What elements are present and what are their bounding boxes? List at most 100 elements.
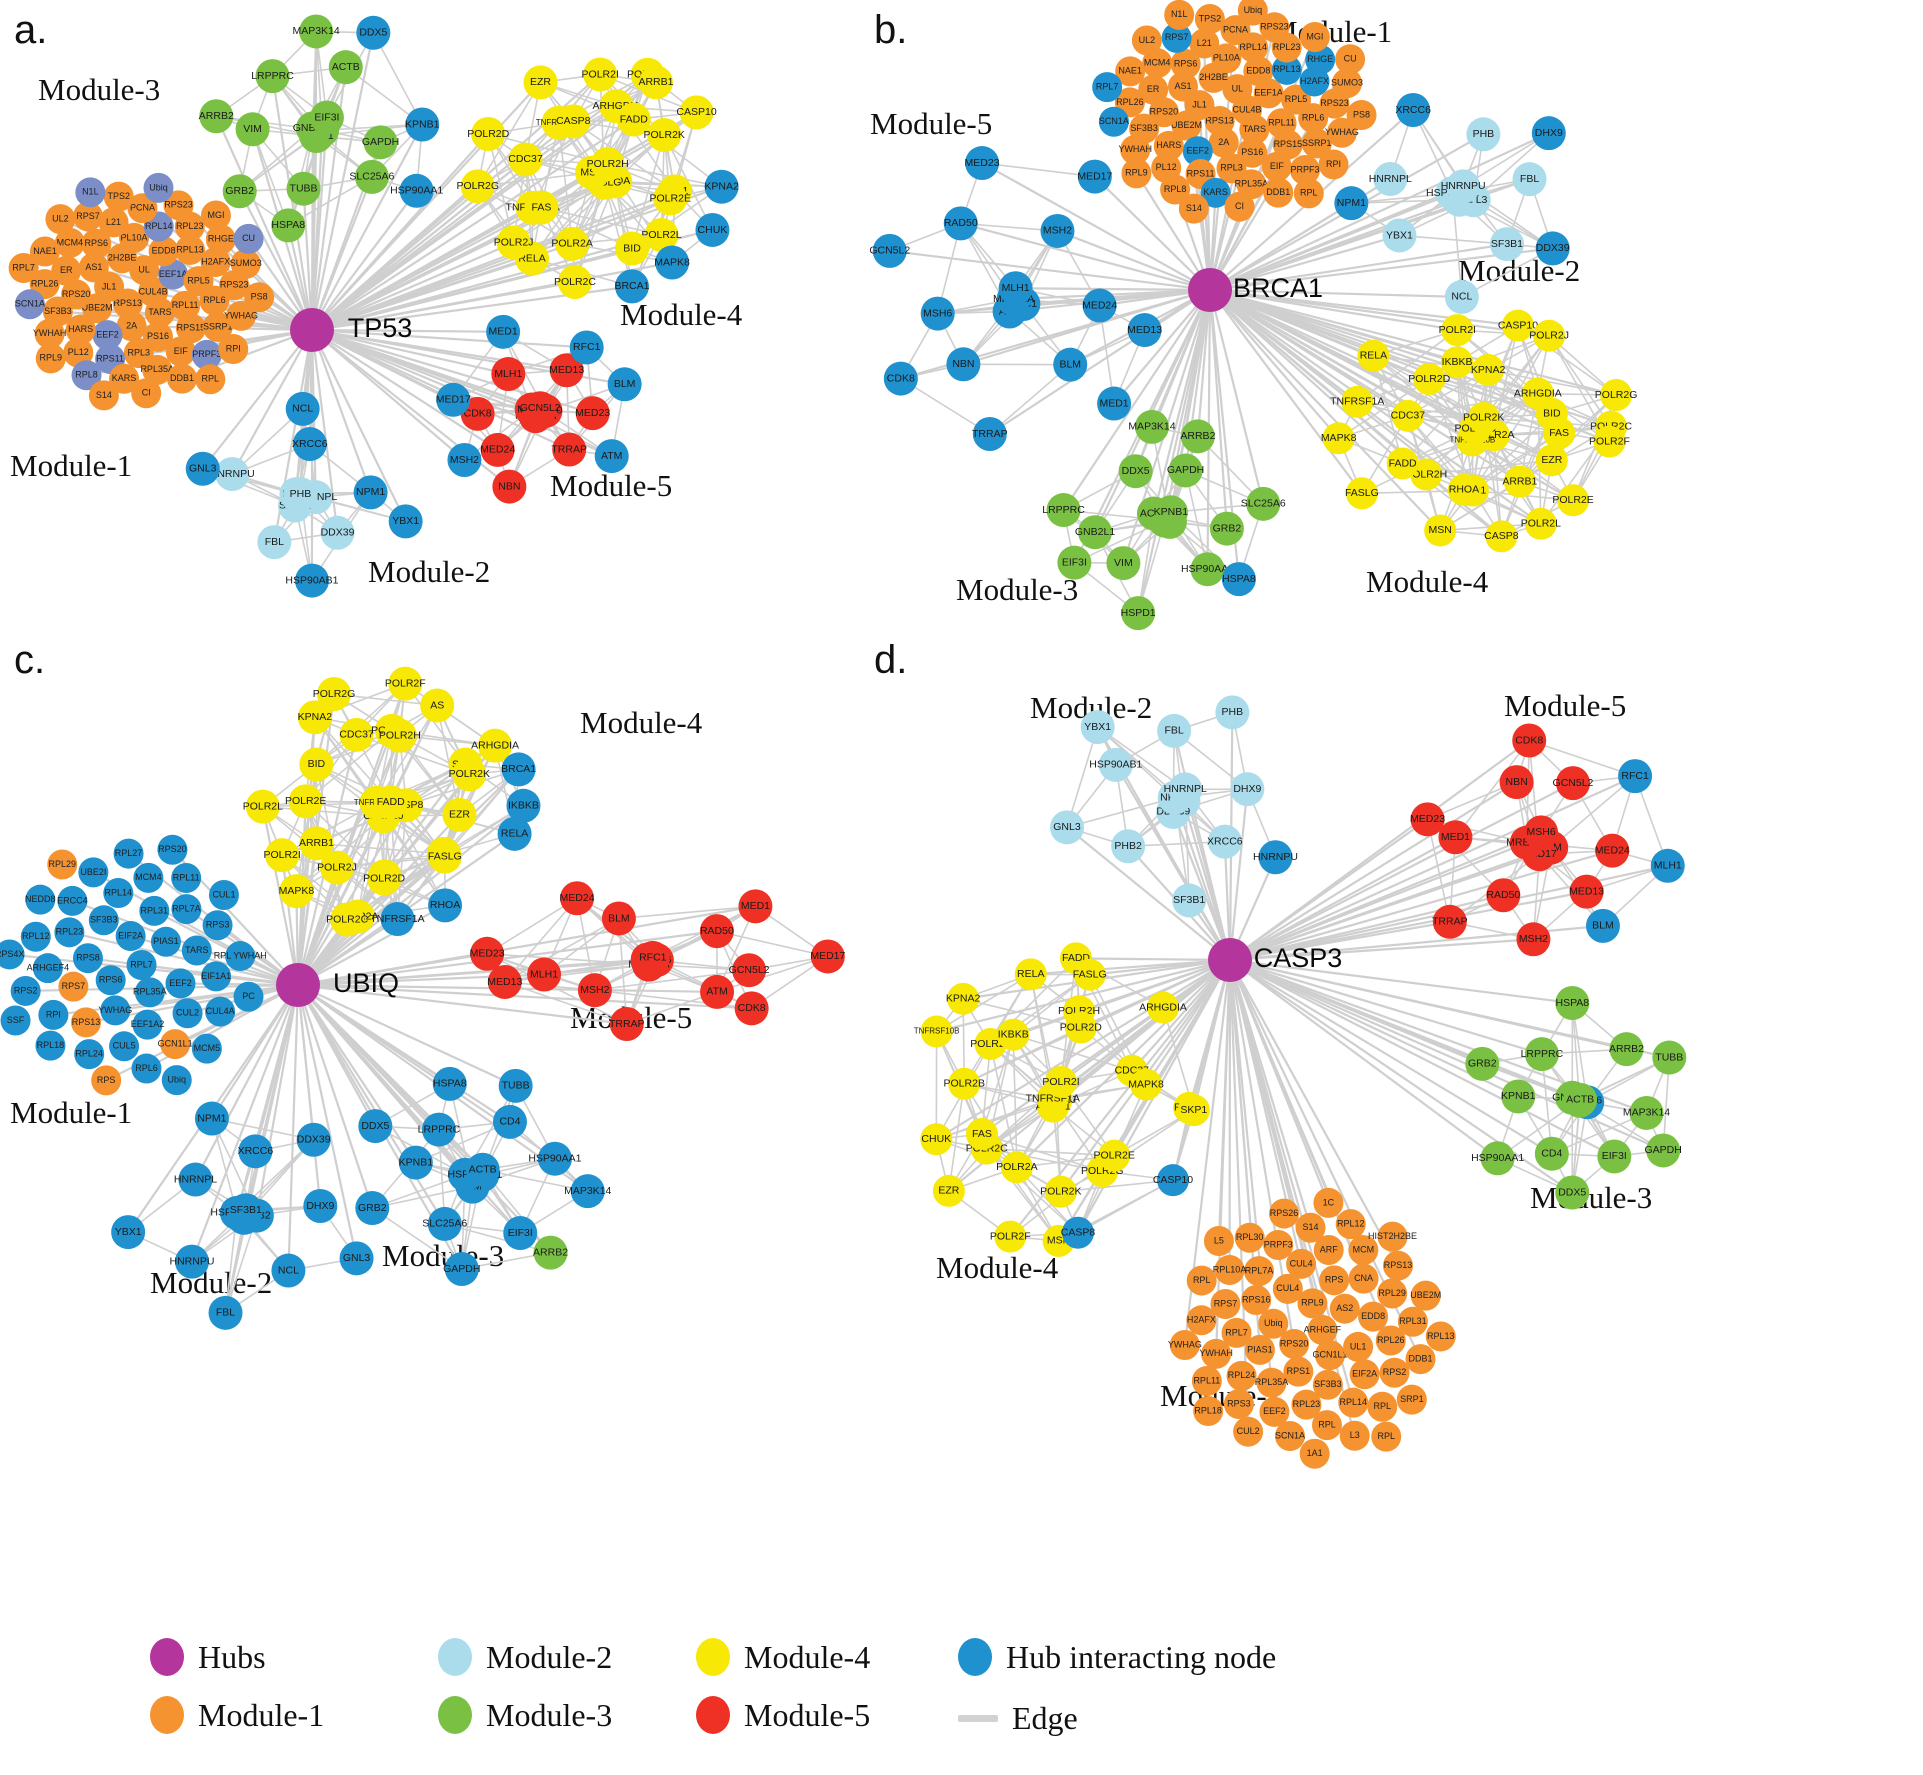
panel-c-m3-node-gapdh[interactable]: GAPDH: [443, 1252, 480, 1287]
panel-a-m4-node-fadd[interactable]: FADD: [616, 102, 651, 137]
panel-a-m2-node-fbl[interactable]: FBL: [257, 525, 292, 560]
panel-b-m1-blobnode-17[interactable]: RPS20: [1148, 97, 1179, 128]
panel-c-m5-node-rad50[interactable]: RAD50: [699, 914, 734, 949]
panel-b-m5-node-trrap[interactable]: TRRAP: [972, 416, 1008, 451]
panel-b-m4-node-rela[interactable]: RELA: [1357, 339, 1390, 372]
panel-a-m1-blobnode-50[interactable]: RPI: [218, 334, 249, 365]
panel-b-m1-blobnode-41[interactable]: RPS7: [1161, 22, 1192, 53]
panel-b-m1-blobnode-44[interactable]: RPS23: [1259, 12, 1290, 43]
panel-d-m1-blobnode-24[interactable]: RPL14: [1338, 1387, 1369, 1418]
panel-b-m3-node-eif3i[interactable]: EIF3I: [1057, 545, 1092, 580]
panel-a-m5-node-rfc1[interactable]: RFC1: [569, 330, 604, 365]
panel-c-m1-blobnode-28[interactable]: UBE2I: [78, 857, 109, 888]
panel-c-m1-blobnode-16[interactable]: CUL2: [172, 998, 203, 1029]
panel-b-m1-blobnode-6[interactable]: 2A: [1208, 127, 1239, 158]
panel-d-m1-blobnode-8[interactable]: UL1: [1343, 1331, 1374, 1362]
panel-a-m1-blobnode-29[interactable]: SSRP1: [202, 312, 233, 343]
panel-a-m5-node-trrap[interactable]: TRRAP: [551, 432, 587, 467]
panel-c-m4-node-as[interactable]: AS: [420, 688, 455, 723]
panel-b-m1-blobnode-25[interactable]: ER: [1138, 74, 1169, 105]
panel-d-m1-blobnode-40[interactable]: SCN1A: [1275, 1420, 1305, 1451]
panel-c-m5-node-med17[interactable]: MED17: [810, 939, 845, 974]
panel-c-m1-blobnode-36[interactable]: RPL27: [113, 838, 144, 869]
panel-a-m4-node-ezr[interactable]: EZR: [523, 65, 558, 100]
panel-b-m1-blobnode-32[interactable]: RPL35A: [1235, 169, 1269, 200]
panel-a-m1-blobnode-6[interactable]: 2A: [116, 311, 147, 342]
panel-d-m5-node-med24[interactable]: MED24: [1595, 833, 1630, 868]
panel-d-m2-node-hnrnpu[interactable]: HNRNPU: [1253, 840, 1298, 875]
panel-a-m1-blobnode-53[interactable]: CI: [131, 378, 162, 409]
panel-b-m1-blobnode-20[interactable]: RPS6: [1170, 49, 1201, 80]
panel-b-m3-node-hspa8[interactable]: HSPA8: [1221, 562, 1256, 597]
panel-d-m1-blobnode-19[interactable]: RPL23: [1291, 1389, 1322, 1420]
panel-d-m1-blobnode-51[interactable]: YWHAG: [1168, 1330, 1202, 1361]
panel-c-m3-node-ddx5[interactable]: DDX5: [358, 1109, 393, 1144]
panel-b-m4-node-msn[interactable]: MSN: [1424, 514, 1457, 547]
panel-c-m3-node-tubb[interactable]: TUBB: [498, 1068, 533, 1103]
panel-b-m3-node-vim[interactable]: VIM: [1106, 546, 1141, 581]
panel-a-m5-node-nbn[interactable]: NBN: [492, 469, 527, 504]
panel-a-m1-blobnode-18[interactable]: RPL13: [175, 234, 206, 265]
panel-b-m2-node-npm1[interactable]: NPM1: [1334, 186, 1369, 221]
panel-a-m5-node-blm[interactable]: BLM: [607, 367, 642, 402]
panel-a-m1-blobnode-48[interactable]: RPL8: [71, 360, 102, 391]
panel-b-m1-blobnode-53[interactable]: CI: [1224, 191, 1255, 222]
panel-b-m1-blobnode-49[interactable]: TPS2: [1194, 4, 1225, 35]
panel-c-m1-blobnode-8[interactable]: EEF2: [165, 968, 196, 999]
panel-d-m1-blobnode-9[interactable]: PIAS1: [1244, 1334, 1275, 1365]
panel-c-m4-node-fadd[interactable]: FADD: [373, 785, 408, 820]
panel-d-m4-node-kpna2[interactable]: KPNA2: [946, 982, 981, 1015]
panel-d-m1-blobnode-41[interactable]: RPL30: [1234, 1222, 1265, 1253]
panel-c-m1-blobnode-4[interactable]: RPS8: [72, 943, 103, 974]
panel-b-m2-node-ddx39[interactable]: DDX39: [1535, 231, 1570, 266]
panel-a-m3-node-kpnb1[interactable]: KPNB1: [405, 107, 440, 142]
panel-b-m1-blobnode-61[interactable]: S14: [1178, 193, 1209, 224]
panel-d-m3-node-actb[interactable]: ACTB: [1563, 1082, 1598, 1117]
panel-a-m1-blobnode-33[interactable]: MCM4: [54, 227, 85, 258]
panel-c-m1-blobnode-22[interactable]: RPI: [38, 999, 69, 1030]
panel-c-m4-node-faslg[interactable]: FASLG: [427, 839, 462, 874]
panel-d-m1-blobnode-34[interactable]: RPL31: [1397, 1306, 1428, 1337]
panel-d-m5-node-cdk8[interactable]: CDK8: [1512, 723, 1547, 758]
panel-a-m3-node-arrb2[interactable]: ARRB2: [199, 99, 234, 134]
panel-d-m1-blobnode-48[interactable]: CUL2: [1233, 1416, 1264, 1447]
panel-c-m1-blobnode-12[interactable]: RPL23: [54, 917, 85, 948]
panel-a-m2-node-hsp90ab1[interactable]: HSP90AB1: [285, 563, 339, 598]
panel-c-m3-node-actb[interactable]: ACTB: [465, 1152, 500, 1187]
panel-c-m5-node-blm[interactable]: BLM: [601, 901, 636, 936]
panel-b-m1-blobnode-51[interactable]: SCN1A: [1099, 106, 1129, 137]
panel-a-m2-node-phb[interactable]: PHB: [283, 477, 318, 512]
panel-c-m1-blobnode-2[interactable]: EIF2A: [115, 920, 146, 951]
panel-b-m3-node-slc25a6[interactable]: SLC25A6: [1241, 486, 1286, 521]
panel-c-m1-blobnode-24[interactable]: GCN1L1: [158, 1029, 193, 1060]
panel-b-m2-node-hnrnpl[interactable]: HNRNPL: [1369, 162, 1412, 197]
panel-b-m5-node-blm[interactable]: BLM: [1053, 347, 1088, 382]
panel-a-m1-blobnode-40[interactable]: KARS: [109, 363, 140, 394]
panel-a-m1-blobnode-56[interactable]: RPL9: [35, 343, 66, 374]
panel-a-m3-node-hsp90aa1[interactable]: HSP90AA1: [390, 173, 443, 208]
panel-c-m3-node-eif3i[interactable]: EIF3I: [503, 1216, 538, 1251]
panel-b-m1-blobnode-3[interactable]: TARS: [1239, 114, 1270, 145]
panel-d-m1-blobnode-26[interactable]: RPL29: [1377, 1278, 1408, 1309]
panel-b-m3-node-ddx5[interactable]: DDX5: [1118, 454, 1153, 489]
panel-a-m5-node-atm[interactable]: ATM: [594, 439, 629, 474]
panel-b-m1-blobnode-39[interactable]: RHGE: [1305, 44, 1336, 75]
panel-b-m1-blobnode-37[interactable]: PRPF3: [1289, 154, 1320, 185]
panel-a-m1-blobnode-39[interactable]: RHGE: [205, 224, 236, 255]
panel-b-m4-node-ezr[interactable]: EZR: [1535, 444, 1568, 477]
panel-a-m1-blobnode-44[interactable]: RPS23: [163, 190, 194, 221]
panel-a-m5-node-msh2[interactable]: MSH2: [447, 442, 482, 477]
panel-a-m3-node-vim[interactable]: VIM: [235, 112, 270, 147]
panel-b-m4-node-fas[interactable]: FAS: [1543, 417, 1576, 450]
panel-a-m1-blobnode-3[interactable]: TARS: [144, 297, 175, 328]
panel-d-m1-blobnode-36[interactable]: S14: [1295, 1212, 1326, 1243]
panel-d-m1-blobnode-20[interactable]: RPL7A: [1244, 1256, 1275, 1287]
panel-c-m5-node-gcn5l2[interactable]: GCN5L2: [729, 953, 770, 988]
panel-b-m4-node-fadd[interactable]: FADD: [1386, 447, 1419, 480]
panel-c-m1-blobnode-18[interactable]: RPL7A: [171, 894, 202, 925]
panel-c-m3-node-kpnb1[interactable]: KPNB1: [399, 1145, 434, 1180]
panel-b-m1-blobnode-24[interactable]: EIF: [1261, 151, 1292, 182]
panel-b-m2-node-sf3b1[interactable]: SF3B1: [1489, 227, 1524, 262]
panel-d-m3-node-kpnb1[interactable]: KPNB1: [1501, 1079, 1536, 1114]
panel-d-m1-blobnode-18[interactable]: CNA: [1348, 1263, 1379, 1294]
